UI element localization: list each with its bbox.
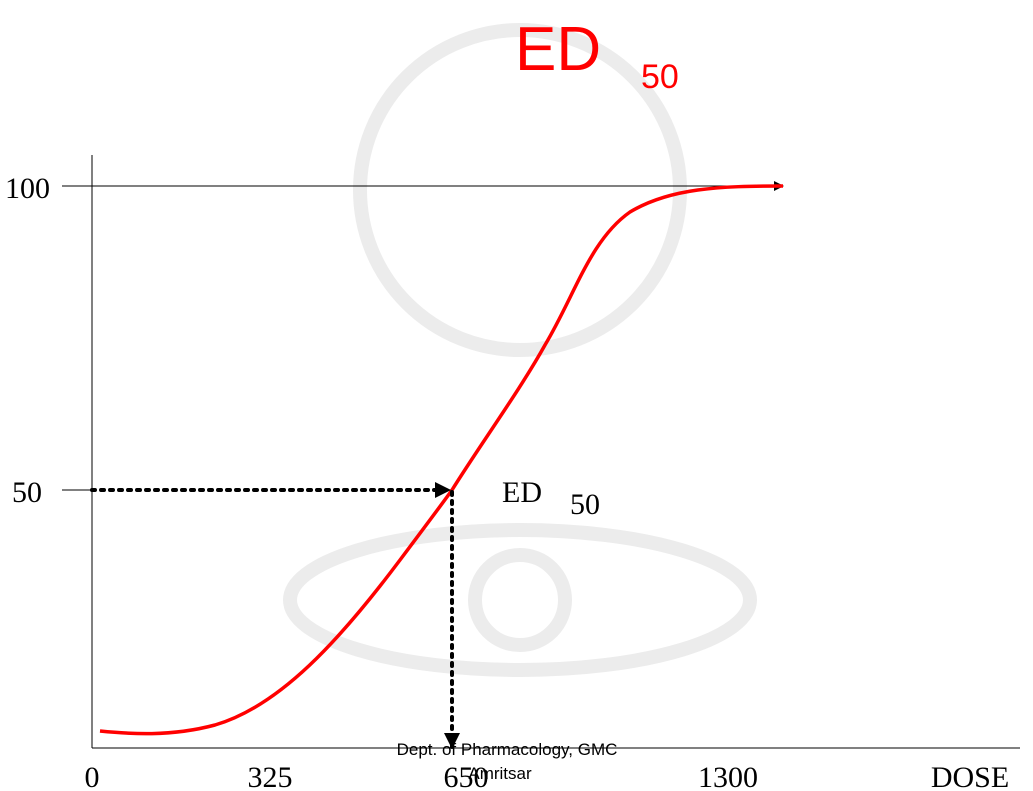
title-subscript: 50 [641,58,679,96]
footer: Amritsar [468,764,532,783]
y-label: 50 [12,476,42,509]
slide: ED 50 100 50 0 325 650 1300 DOSE ED 50 D… [0,0,1033,791]
x-label: 325 [248,761,293,791]
x-label: 1300 [698,761,758,791]
x-label: 0 [85,761,100,791]
footer: Dept. of Pharmacology, GMC [397,740,618,759]
annotation-subscript: 50 [570,488,600,521]
annotation: ED [502,476,542,509]
axes [62,155,1020,748]
watermark [290,30,750,670]
y-label: 100 [5,172,50,205]
title: ED [515,15,601,84]
x-axis-title: DOSE [931,761,1009,791]
